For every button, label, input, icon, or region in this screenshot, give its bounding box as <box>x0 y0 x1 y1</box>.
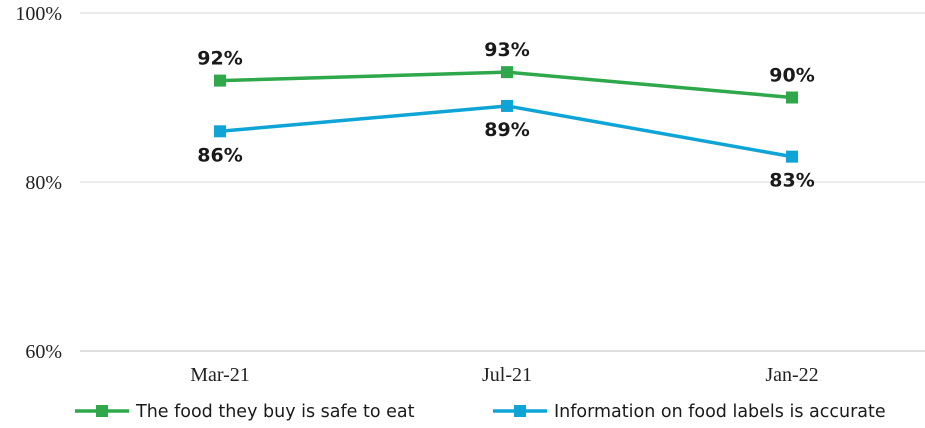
legend-item-information-on-food-labels-is-accurate: Information on food labels is accurate <box>493 402 886 422</box>
data-label-the-food-they-buy-is-safe-to-eat-jul-21: 93% <box>484 39 529 61</box>
legend-swatch-marker <box>514 405 526 417</box>
series-lines <box>214 66 798 163</box>
x-tick-label: Jul-21 <box>482 364 532 386</box>
x-tick-label: Jan-22 <box>765 364 818 386</box>
data-point-the-food-they-buy-is-safe-to-eat-jan-22 <box>786 91 798 104</box>
gridlines <box>80 12 925 352</box>
legend-label: Information on food labels is accurate <box>554 402 886 422</box>
data-point-information-on-food-labels-is-accurate-jan-22 <box>786 150 798 163</box>
data-point-information-on-food-labels-is-accurate-jul-21 <box>501 99 513 112</box>
data-label-information-on-food-labels-is-accurate-mar-21: 86% <box>197 144 242 166</box>
y-tick-label: 100% <box>15 3 62 25</box>
data-label-the-food-they-buy-is-safe-to-eat-mar-21: 92% <box>197 48 242 70</box>
data-point-the-food-they-buy-is-safe-to-eat-jul-21 <box>501 66 513 79</box>
legend-item-the-food-they-buy-is-safe-to-eat: The food they buy is safe to eat <box>75 402 415 422</box>
x-tick-label: Mar-21 <box>190 364 250 386</box>
data-point-the-food-they-buy-is-safe-to-eat-mar-21 <box>214 74 226 87</box>
legend: The food they buy is safe to eat Informat… <box>75 402 886 422</box>
data-labels: 92% 93% 90% 86% 89% 83% <box>197 39 814 192</box>
data-label-information-on-food-labels-is-accurate-jul-21: 89% <box>484 119 529 141</box>
legend-swatch-marker <box>96 405 108 417</box>
y-axis-ticks: 100% 80% 60% <box>15 3 62 363</box>
y-tick-label: 80% <box>25 172 62 194</box>
data-label-information-on-food-labels-is-accurate-jan-22: 83% <box>769 170 814 192</box>
data-label-the-food-they-buy-is-safe-to-eat-jan-22: 90% <box>769 65 814 87</box>
data-point-information-on-food-labels-is-accurate-mar-21 <box>214 125 226 138</box>
x-axis-ticks: Mar-21 Jul-21 Jan-22 <box>190 364 818 386</box>
y-tick-label: 60% <box>25 341 62 363</box>
legend-label: The food they buy is safe to eat <box>135 402 415 422</box>
